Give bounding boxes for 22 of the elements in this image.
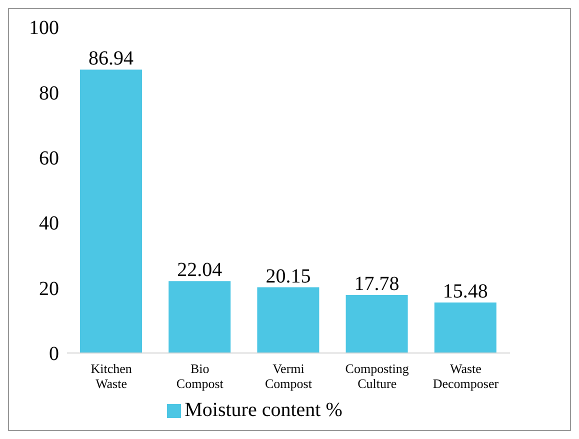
data-label: 86.94 — [88, 48, 134, 70]
y-tick-label: 100 — [29, 17, 59, 40]
bar — [80, 70, 142, 353]
x-tick-label: Vermi Compost — [265, 361, 312, 391]
data-label: 17.78 — [354, 273, 400, 296]
bar — [346, 295, 408, 353]
x-tick-label: Composting Culture — [345, 361, 410, 391]
data-label: 15.48 — [442, 280, 488, 303]
y-tick-label: 60 — [39, 148, 59, 170]
y-tick-label: 0 — [49, 343, 59, 366]
data-label: 22.04 — [177, 259, 222, 282]
y-tick-label: 80 — [39, 82, 59, 104]
y-tick-label: 40 — [39, 212, 59, 235]
bar — [257, 287, 320, 353]
legend-label: Moisture content % — [184, 399, 342, 421]
y-tick-label: 20 — [39, 278, 59, 300]
x-tick-label: Kitchen Waste — [90, 361, 132, 391]
bar — [168, 281, 231, 353]
x-tick-label: Bio Compost — [176, 361, 224, 391]
bar — [434, 302, 496, 353]
x-tick-label: Waste Decomposer — [432, 361, 500, 391]
data-label: 20.15 — [266, 265, 311, 288]
